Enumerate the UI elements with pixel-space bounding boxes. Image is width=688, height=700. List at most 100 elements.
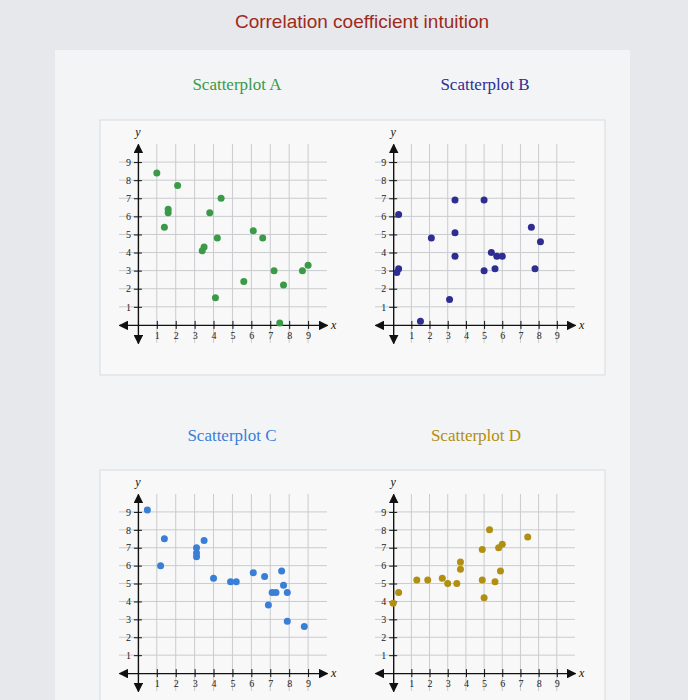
x-tick-mark xyxy=(251,321,252,329)
grid-line xyxy=(119,252,327,253)
x-tick-label: 5 xyxy=(230,678,235,689)
grid-line xyxy=(375,565,575,566)
x-tick: 6 xyxy=(249,669,254,689)
y-tick-label: 4 xyxy=(381,596,386,607)
points xyxy=(390,526,532,606)
point xyxy=(284,589,291,596)
x-axis-label: x xyxy=(578,318,585,332)
y-tick: 4 xyxy=(381,596,397,607)
x-tick-mark xyxy=(430,321,431,329)
point xyxy=(492,265,499,272)
y-tick-label: 7 xyxy=(381,542,386,553)
x-tick: 6 xyxy=(500,669,505,689)
grid-line xyxy=(447,494,448,691)
point xyxy=(393,269,400,276)
y-tick: 6 xyxy=(381,560,397,571)
y-tick-mark xyxy=(134,548,142,549)
grid-line xyxy=(232,144,233,343)
x-tick: 3 xyxy=(446,321,451,341)
grid-line xyxy=(411,144,412,343)
point xyxy=(524,533,531,540)
grid-line xyxy=(375,306,575,307)
point xyxy=(280,282,287,289)
point xyxy=(499,541,506,548)
y-tick-label: 9 xyxy=(381,507,386,518)
x-tick: 7 xyxy=(268,321,273,341)
grid-line xyxy=(175,144,176,343)
x-tick-mark xyxy=(520,669,521,677)
point xyxy=(486,526,493,533)
point xyxy=(532,265,539,272)
point xyxy=(276,320,283,327)
y-tick-label: 1 xyxy=(381,650,386,661)
point xyxy=(161,535,168,542)
y-tick-label: 1 xyxy=(381,302,386,313)
x-tick-label: 5 xyxy=(482,678,487,689)
y-tick: 7 xyxy=(381,542,397,553)
x-tick: 6 xyxy=(500,321,505,341)
x-tick-mark xyxy=(448,669,449,677)
y-tick-label: 2 xyxy=(126,283,131,294)
y-tick-label: 1 xyxy=(126,302,131,313)
grid-line xyxy=(375,655,575,656)
point xyxy=(457,559,464,566)
y-tick-label: 3 xyxy=(126,265,131,276)
x-tick-label: 8 xyxy=(537,330,542,341)
y-tick: 5 xyxy=(126,578,142,589)
grid-line xyxy=(119,601,327,602)
y-tick: 7 xyxy=(381,193,397,204)
y-tick-label: 1 xyxy=(126,650,131,661)
point xyxy=(395,211,402,218)
grid-line xyxy=(194,144,195,343)
grid-line xyxy=(119,180,327,181)
y-tick: 2 xyxy=(126,632,142,643)
x-tick-label: 2 xyxy=(174,330,179,341)
x-tick: 3 xyxy=(446,669,451,689)
y-tick: 3 xyxy=(381,614,397,625)
x-tick-label: 6 xyxy=(249,330,254,341)
panel-box xyxy=(100,120,605,375)
y-tick-mark xyxy=(134,289,142,290)
point xyxy=(301,623,308,630)
y-tick: 1 xyxy=(381,302,397,313)
y-tick-label: 2 xyxy=(381,632,386,643)
grid-line xyxy=(538,494,539,691)
point xyxy=(250,227,257,234)
y-tick-mark xyxy=(134,530,142,531)
y-tick: 8 xyxy=(126,525,142,536)
y-axis: 123456789 xyxy=(126,145,142,344)
x-tick: 9 xyxy=(555,669,560,689)
point xyxy=(439,575,446,582)
x-tick-label: 7 xyxy=(268,678,273,689)
x-tick-mark xyxy=(195,669,196,677)
grid-line xyxy=(375,252,575,253)
x-tick-mark xyxy=(557,669,558,677)
y-tick-label: 8 xyxy=(126,175,131,186)
y-tick: 6 xyxy=(126,211,142,222)
y-tick-mark xyxy=(389,289,397,290)
x-tick-mark xyxy=(520,321,521,329)
y-tick: 3 xyxy=(126,265,142,276)
x-tick: 8 xyxy=(287,321,292,341)
x-tick-mark xyxy=(270,321,271,329)
y-tick: 8 xyxy=(126,175,142,186)
y-tick-label: 2 xyxy=(381,283,386,294)
x-tick-label: 1 xyxy=(409,330,414,341)
x-axis: 123456789 xyxy=(120,321,328,341)
x-tick-label: 4 xyxy=(212,678,217,689)
grid-line xyxy=(213,494,214,691)
y-tick-label: 4 xyxy=(126,247,131,258)
grid-line xyxy=(156,494,157,691)
x-tick-label: 1 xyxy=(409,678,414,689)
y-tick: 7 xyxy=(126,542,142,553)
y-tick: 1 xyxy=(126,302,142,313)
point xyxy=(481,594,488,601)
x-tick-mark xyxy=(484,669,485,677)
y-tick: 4 xyxy=(381,247,397,258)
y-tick-label: 5 xyxy=(381,229,386,240)
y-tick: 6 xyxy=(381,211,397,222)
x-tick-mark xyxy=(289,669,290,677)
point xyxy=(537,238,544,245)
x-tick-label: 4 xyxy=(464,678,469,689)
point xyxy=(428,235,435,242)
